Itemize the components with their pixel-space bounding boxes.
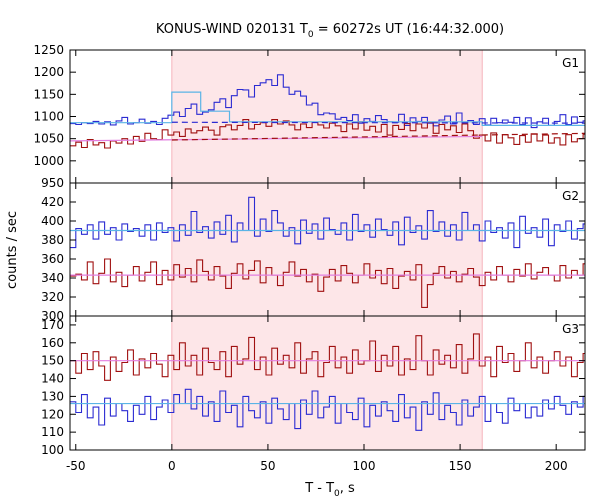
x-tick-label: 100	[353, 459, 376, 473]
y-tick-label: 1000	[33, 154, 64, 168]
series-blue-dashed-fit	[171, 121, 586, 124]
y-tick-label: 170	[41, 318, 64, 332]
x-tick-label: 50	[260, 459, 275, 473]
chart-title: KONUS-WIND 020131 T0 = 60272s UT (16:44:…	[156, 22, 504, 40]
shaded-interval	[171, 50, 483, 183]
series-red-dashed-fit	[171, 132, 586, 141]
y-tick-label: 340	[41, 271, 64, 285]
panel-label-g2: G2	[562, 189, 579, 203]
y-tick-label: 380	[41, 233, 64, 247]
x-axis-label-subscript: 0	[334, 489, 340, 499]
panel-label-g3: G3	[562, 322, 579, 336]
series-red-2-0	[70, 333, 585, 381]
series-cyan-bayesian-blocks	[70, 91, 585, 126]
panel-frame	[69, 315, 586, 451]
panel-label-g1: G1	[562, 56, 579, 70]
chart-panels: 950100010501100115012001250G130032034036…	[33, 43, 586, 473]
y-tick-label: 360	[41, 252, 64, 266]
chart-title-subscript: 0	[308, 30, 314, 40]
x-axis-label: T - T0, s	[304, 481, 355, 499]
y-tick-label: 100	[41, 443, 64, 457]
series-red-1-1	[70, 258, 585, 308]
y-tick-label: 400	[41, 214, 64, 228]
y-tick-label: 150	[41, 354, 64, 368]
series-blue-1-0	[70, 196, 585, 249]
chart-title-prefix: KONUS-WIND 020131 T	[156, 22, 308, 37]
y-tick-label: 1200	[33, 65, 64, 79]
y-tick-label: 1100	[33, 110, 64, 124]
y-tick-label: 1250	[33, 43, 64, 57]
x-axis-label-suffix: , s	[340, 481, 355, 496]
y-tick-label: 130	[41, 389, 64, 403]
series-blue-0-0	[70, 74, 585, 129]
y-tick-label: 1150	[33, 87, 64, 101]
y-tick-label: 950	[41, 176, 64, 190]
series-blue-2-1	[70, 388, 585, 431]
x-axis-label-main: T - T	[304, 481, 334, 496]
panel-g2: 300 320 340 360 380 400 420 G2	[41, 182, 586, 323]
y-axis-label: counts / sec	[5, 211, 20, 289]
x-tick-label: 150	[449, 459, 472, 473]
x-tick-label: 200	[545, 459, 568, 473]
panel-g1: 950 1000 1050 1100 1150 1200 1250 G1	[33, 43, 586, 190]
y-tick-label: 160	[41, 336, 64, 350]
panel-g3: 100 110 120 130 140 150 160 170 G3	[41, 315, 586, 457]
shaded-interval	[171, 316, 483, 450]
y-tick-label: 300	[41, 309, 64, 323]
y-tick-label: 420	[41, 195, 64, 209]
x-tick-label: -50	[66, 459, 86, 473]
y-tick-label: 320	[41, 290, 64, 304]
y-tick-label: 120	[41, 407, 64, 421]
shaded-interval	[171, 183, 483, 316]
y-tick-label: 140	[41, 372, 64, 386]
chart-title-suffix: = 60272s UT (16:44:32.000)	[314, 22, 504, 37]
y-tick-label: 110	[41, 425, 64, 439]
y-tick-label: 1050	[33, 132, 64, 146]
x-tick-label: 0	[168, 459, 176, 473]
